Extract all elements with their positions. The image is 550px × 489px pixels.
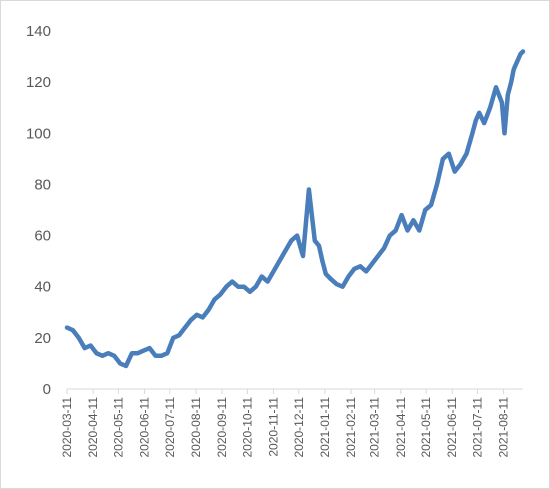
x-tick-label: 2020-05-11 xyxy=(111,397,125,458)
y-tick-label: 120 xyxy=(26,74,51,91)
y-tick-label: 40 xyxy=(34,279,51,296)
x-tick-label: 2020-09-11 xyxy=(215,397,229,458)
series-line xyxy=(64,49,526,369)
x-tick-label: 2020-07-11 xyxy=(163,397,177,458)
x-tick-label: 2020-10-11 xyxy=(240,397,254,458)
x-tick-label: 2020-06-11 xyxy=(138,397,152,458)
y-tick-label: 60 xyxy=(34,228,51,245)
y-axis: 0 20 40 60 80 100 120 140 xyxy=(26,23,51,398)
x-tick-label: 2020-12-11 xyxy=(292,397,306,458)
y-tick-label: 80 xyxy=(34,176,51,193)
x-tick-label: 2021-07-11 xyxy=(470,397,484,458)
x-tick-label: 2021-06-11 xyxy=(445,397,459,458)
series-layer xyxy=(64,49,526,369)
x-tick-label: 2020-03-11 xyxy=(60,397,74,458)
x-tick-label: 2020-08-11 xyxy=(189,397,203,458)
y-tick-label: 140 xyxy=(26,23,51,40)
x-tick-label: 2021-08-11 xyxy=(497,397,511,458)
x-tick-label: 2021-01-11 xyxy=(318,397,332,458)
x-tick-label: 2021-03-11 xyxy=(368,397,382,458)
x-tick-label: 2021-02-11 xyxy=(344,397,358,458)
x-tick-label: 2021-04-11 xyxy=(394,397,408,458)
x-tick-label: 2020-04-11 xyxy=(86,397,100,458)
y-tick-label: 0 xyxy=(43,381,51,398)
y-tick-label: 20 xyxy=(34,330,51,347)
x-tick-label: 2021-05-11 xyxy=(419,397,433,458)
x-tick-label: 2020-11-11 xyxy=(267,397,281,457)
x-axis: 2020-03-11 2020-04-11 2020-05-11 2020-06-11… xyxy=(60,388,523,458)
y-tick-label: 100 xyxy=(26,125,51,142)
